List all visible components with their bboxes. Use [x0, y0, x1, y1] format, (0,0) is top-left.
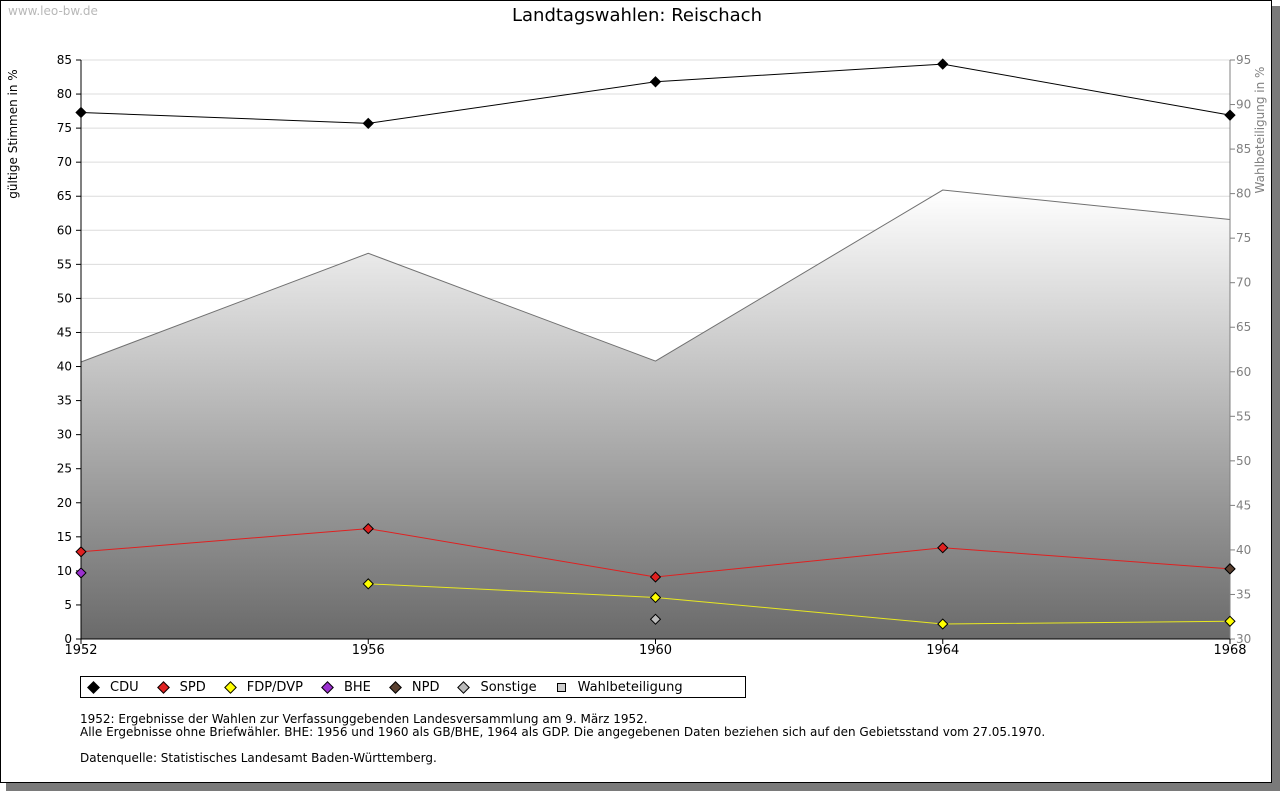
- legend-label: FDP/DVP: [246, 679, 303, 695]
- data-point-cdu: [1224, 109, 1236, 121]
- y2-tick-label: 50: [1236, 454, 1251, 468]
- x-tick-label: 1964: [926, 643, 959, 658]
- y-tick-label: 55: [57, 257, 72, 271]
- legend-marker-bhe: [321, 680, 334, 694]
- y-tick-label: 70: [57, 155, 72, 169]
- legend-item-cdu: CDU: [87, 679, 139, 695]
- y-tick-label: 30: [57, 428, 72, 442]
- y-tick-label: 75: [57, 121, 72, 135]
- legend-item-bhe: BHE: [321, 679, 371, 695]
- series-line-fdp-dvp: [368, 583, 1231, 625]
- y2-tick-label: 35: [1236, 587, 1251, 601]
- legend-label: Wahlbeteiligung: [577, 679, 683, 695]
- frame-shadow-bottom: [6, 783, 1280, 791]
- legend-marker-cdu: [87, 680, 100, 694]
- legend: CDU SPD FDP/DVP BHE NPD Sonstige Wahlbeteiligu…: [80, 676, 746, 698]
- data-point-cdu: [75, 106, 87, 119]
- data-source-note: Datenquelle: Statistisches Landesamt Bad…: [80, 751, 437, 765]
- legend-marker-npd: [389, 680, 402, 694]
- legend-label: CDU: [110, 679, 139, 695]
- y2-axis-label: Wahlbeteiligung in %: [1253, 67, 1267, 194]
- y-tick-label: 25: [57, 462, 72, 476]
- y-tick-label: 60: [57, 223, 72, 237]
- y-tick-label: 80: [57, 87, 72, 101]
- y-tick-label: 85: [57, 53, 72, 67]
- data-point-npd: [1224, 563, 1236, 575]
- y-tick-label: 20: [57, 496, 72, 510]
- data-point-spd: [75, 546, 87, 558]
- chart-notes: 1952: Ergebnisse der Wahlen zur Verfassu…: [80, 713, 1045, 765]
- y2-tick-label: 60: [1236, 365, 1251, 379]
- data-point-spd: [937, 542, 949, 554]
- y2-tick-label: 75: [1236, 231, 1251, 245]
- y2-tick-label: 30: [1236, 632, 1251, 646]
- data-point-fdp-dvp: [937, 618, 949, 630]
- legend-label: BHE: [343, 679, 371, 695]
- legend-item-fdp-dvp: FDP/DVP: [223, 679, 303, 695]
- note-line-1: 1952: Ergebnisse der Wahlen zur Verfassu…: [80, 712, 648, 726]
- y2-tick-label: 90: [1236, 98, 1251, 112]
- legend-label: Sonstige: [480, 679, 537, 695]
- y-tick-label: 0: [64, 632, 72, 646]
- data-point-bhe: [75, 567, 87, 579]
- y-tick-label: 50: [57, 291, 72, 305]
- y-tick-label: 40: [57, 360, 72, 374]
- legend-marker-spd: [156, 680, 170, 694]
- frame-shadow-right: [1272, 6, 1280, 791]
- y-tick-label: 65: [57, 189, 72, 203]
- data-point-sonstige: [649, 613, 662, 625]
- y-axis-label: gültige Stimmen in %: [6, 69, 20, 198]
- legend-item-npd: NPD: [389, 679, 440, 695]
- y2-tick-label: 65: [1236, 320, 1251, 334]
- y2-tick-label: 85: [1236, 142, 1251, 156]
- data-point-cdu: [649, 76, 662, 88]
- legend-item-sonstige: Sonstige: [457, 679, 537, 695]
- turnout-line: [80, 189, 1231, 363]
- x-tick-label: 1960: [639, 643, 672, 658]
- y2-tick-label: 80: [1236, 187, 1251, 201]
- y2-tick-label: 40: [1236, 543, 1251, 557]
- y2-tick-label: 70: [1236, 276, 1251, 290]
- data-point-fdp-dvp: [1224, 615, 1236, 627]
- y-tick-label: 5: [64, 598, 72, 612]
- y2-tick-label: 45: [1236, 498, 1251, 512]
- legend-item-wahlbeteiligung: Wahlbeteiligung: [556, 679, 683, 695]
- note-line-2: Alle Ergebnisse ohne Briefwähler. BHE: 1…: [80, 725, 1046, 739]
- legend-label: NPD: [411, 679, 440, 695]
- data-point-cdu: [362, 117, 374, 130]
- y2-tick-label: 55: [1236, 409, 1251, 423]
- data-point-cdu: [937, 58, 949, 70]
- x-tick-label: 1952: [64, 643, 97, 658]
- x-tick-label: 1956: [352, 643, 385, 658]
- data-point-spd: [362, 522, 374, 535]
- data-point-fdp-dvp: [649, 591, 662, 604]
- legend-label: SPD: [179, 679, 206, 695]
- data-point-spd: [649, 571, 662, 583]
- y-tick-label: 45: [57, 325, 72, 339]
- watermark: www.leo-bw.de: [8, 4, 98, 18]
- y-tick-label: 15: [57, 530, 72, 544]
- legend-marker-fdp-dvp: [223, 680, 237, 694]
- x-tick-label: 1968: [1213, 643, 1246, 658]
- legend-item-spd: SPD: [156, 679, 206, 695]
- y-tick-label: 35: [57, 394, 72, 408]
- data-point-fdp-dvp: [362, 578, 374, 590]
- y2-tick-label: 95: [1236, 53, 1251, 67]
- chart-title: Landtagswahlen: Reischach: [512, 5, 762, 26]
- y-tick-label: 10: [57, 564, 72, 578]
- legend-marker-wahlbeteiligung: [556, 682, 566, 692]
- legend-marker-sonstige: [457, 680, 471, 694]
